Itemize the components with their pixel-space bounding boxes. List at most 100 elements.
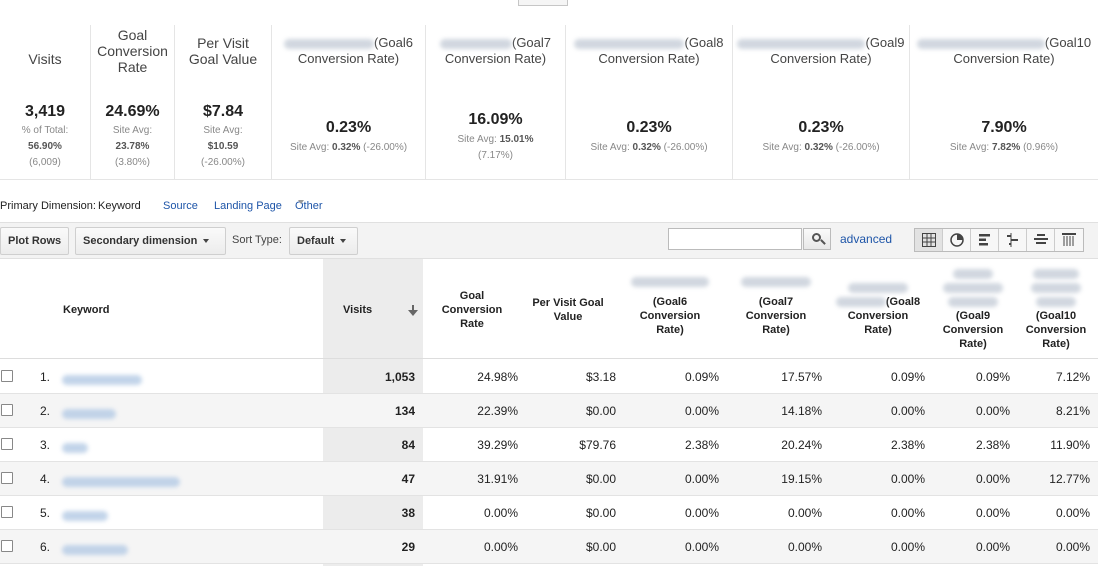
header-goal6[interactable]: (Goal6 Conversion Rate) xyxy=(622,267,718,337)
cell-goal6: 0.00% xyxy=(684,540,719,554)
plot-rows-button[interactable]: Plot Rows xyxy=(0,227,70,255)
search-icon xyxy=(812,233,821,242)
keyword-link[interactable] xyxy=(62,406,116,420)
table-row: 4. 47 31.91% $0.00 0.00% 19.15% 0.00% 0.… xyxy=(0,462,1098,496)
cell-goal-conversion-rate: 0.00% xyxy=(483,506,518,520)
keyword-link[interactable] xyxy=(62,542,128,556)
cell-visits: 1,053 xyxy=(384,370,415,384)
sort-type-dropdown[interactable]: Default xyxy=(289,227,358,255)
row-checkbox[interactable] xyxy=(1,540,13,552)
scorecard-visits[interactable]: Visits 3,419 % of Total: 56.90% (6,009) xyxy=(0,25,91,180)
dimension-keyword[interactable]: Keyword xyxy=(98,200,141,212)
header-visits[interactable]: Visits xyxy=(343,304,373,316)
table-row: 3. 84 39.29% $79.76 2.38% 20.24% 2.38% 2… xyxy=(0,428,1098,462)
scorecard-title: (Goal7 Conversion Rate) xyxy=(426,35,565,67)
table-header: Keyword Visits Goal Conversion Rate Per Vi… xyxy=(0,259,1098,359)
comparison-view-icon[interactable] xyxy=(999,229,1027,251)
cell-goal-conversion-rate: 0.00% xyxy=(483,540,518,554)
header-goal10[interactable]: (Goal10 Conversion Rate) xyxy=(1020,267,1092,351)
keyword-link[interactable] xyxy=(62,474,180,488)
scorecard-per-visit-goal-value[interactable]: Per Visit Goal Value $7.84 Site Avg: $10… xyxy=(175,25,272,180)
cell-per-visit-goal-value: $0.00 xyxy=(585,506,616,520)
view-switcher xyxy=(914,228,1084,252)
row-checkbox[interactable] xyxy=(1,472,13,484)
scorecard-goal10[interactable]: (Goal10 Conversion Rate) 7.90% Site Avg: … xyxy=(910,25,1098,180)
scorecard-sub-label: % of Total: xyxy=(21,125,69,136)
cell-goal7: 0.00% xyxy=(787,506,822,520)
table-search-input[interactable] xyxy=(668,228,802,250)
cell-goal9: 2.38% xyxy=(975,438,1010,452)
term-cloud-icon[interactable] xyxy=(1027,229,1055,251)
sort-descending-icon[interactable] xyxy=(408,305,418,317)
secondary-dimension-dropdown[interactable]: Secondary dimension xyxy=(75,227,226,255)
keyword-link[interactable] xyxy=(62,508,108,522)
row-index: 6. xyxy=(39,540,50,554)
chevron-down-icon xyxy=(298,200,304,204)
row-index: 5. xyxy=(39,506,50,520)
row-checkbox[interactable] xyxy=(1,404,13,416)
cell-goal7: 17.57% xyxy=(781,370,822,384)
redacted-goal-name xyxy=(574,38,685,49)
cell-goal6: 0.00% xyxy=(684,404,719,418)
redacted-goal-name xyxy=(631,277,709,288)
header-goal9[interactable]: (Goal9 Conversion Rate) xyxy=(930,267,1016,351)
cell-goal10: 0.00% xyxy=(1055,540,1090,554)
table-view-icon[interactable] xyxy=(915,229,943,251)
pie-view-icon[interactable] xyxy=(943,229,971,251)
cell-goal9: 0.09% xyxy=(975,370,1010,384)
advanced-filter-link[interactable]: advanced xyxy=(840,232,893,246)
header-per-visit-goal-value[interactable]: Per Visit Goal Value xyxy=(532,297,604,323)
scorecard-value: 0.23% xyxy=(798,119,844,136)
scorecard-title: (Goal10 Conversion Rate) xyxy=(910,35,1098,67)
cell-goal10: 7.12% xyxy=(1055,370,1090,384)
header-goal-conversion-rate[interactable]: Goal Conversion Rate xyxy=(441,290,503,330)
pivot-view-icon[interactable] xyxy=(1055,229,1083,251)
row-index: 4. xyxy=(39,472,50,486)
scorecard-sub-change: (-26.00%) xyxy=(201,157,245,168)
cell-per-visit-goal-value: $0.00 xyxy=(585,472,616,486)
keyword-link[interactable] xyxy=(62,440,88,454)
scorecard-value: 7.90% xyxy=(981,119,1027,136)
scorecard-sub-label: Site Avg: xyxy=(203,125,243,136)
header-goal7[interactable]: (Goal7 Conversion Rate) xyxy=(728,267,824,337)
redacted-goal-name xyxy=(283,38,374,49)
keyword-link[interactable] xyxy=(62,372,142,386)
sort-type-label: Sort Type: xyxy=(232,234,282,246)
collapse-tab[interactable] xyxy=(518,0,568,6)
table-row: 2. 134 22.39% $0.00 0.00% 14.18% 0.00% 0… xyxy=(0,394,1098,428)
cell-visits: 84 xyxy=(401,438,415,452)
row-checkbox[interactable] xyxy=(1,438,13,450)
cell-goal8: 0.00% xyxy=(890,472,925,486)
cell-per-visit-goal-value: $3.18 xyxy=(585,370,616,384)
scorecard-goal-conversion-rate[interactable]: Goal Conversion Rate 24.69% Site Avg: 23… xyxy=(91,25,175,180)
table-row: 5. 38 0.00% $0.00 0.00% 0.00% 0.00% 0.00… xyxy=(0,496,1098,530)
scorecard-value: 0.23% xyxy=(325,119,372,136)
dimension-source-link[interactable]: Source xyxy=(163,200,198,212)
scorecard-title: (Goal8 Conversion Rate) xyxy=(566,35,732,67)
cell-goal9: 0.00% xyxy=(975,472,1010,486)
scorecard-sub-change: (3.80%) xyxy=(114,157,150,168)
scorecard-goal9[interactable]: (Goal9 Conversion Rate) 0.23% Site Avg: 0… xyxy=(733,25,910,180)
dimension-landing-page-link[interactable]: Landing Page xyxy=(214,200,282,212)
scorecard-value: 24.69% xyxy=(105,103,160,120)
row-checkbox[interactable] xyxy=(1,370,13,382)
cell-goal7: 19.15% xyxy=(781,472,822,486)
scorecard-title: (Goal6 Conversion Rate) xyxy=(272,35,425,67)
search-button[interactable] xyxy=(803,228,831,250)
scorecard-goal7[interactable]: (Goal7 Conversion Rate) 16.09% Site Avg: … xyxy=(426,25,566,180)
scorecard-goal8[interactable]: (Goal8 Conversion Rate) 0.23% Site Avg: 0… xyxy=(566,25,733,180)
cell-goal7: 0.00% xyxy=(787,540,822,554)
scorecard-title: Visits xyxy=(28,51,62,67)
cell-visits: 134 xyxy=(394,404,415,418)
header-goal8[interactable]: (Goal8 Conversion Rate) xyxy=(830,281,926,337)
scorecard-title: (Goal9 Conversion Rate) xyxy=(733,35,909,67)
redacted-goal-name xyxy=(848,283,908,294)
cell-goal10: 11.90% xyxy=(1050,438,1090,452)
header-keyword[interactable]: Keyword xyxy=(63,304,110,316)
scorecard-title: Per Visit Goal Value xyxy=(188,35,258,67)
redacted-goal-name xyxy=(1033,269,1079,280)
scorecard-goal6[interactable]: (Goal6 Conversion Rate) 0.23% Site Avg: 0… xyxy=(272,25,426,180)
bar-view-icon[interactable] xyxy=(971,229,999,251)
row-checkbox[interactable] xyxy=(1,506,13,518)
scorecard-value: $7.84 xyxy=(202,103,244,120)
